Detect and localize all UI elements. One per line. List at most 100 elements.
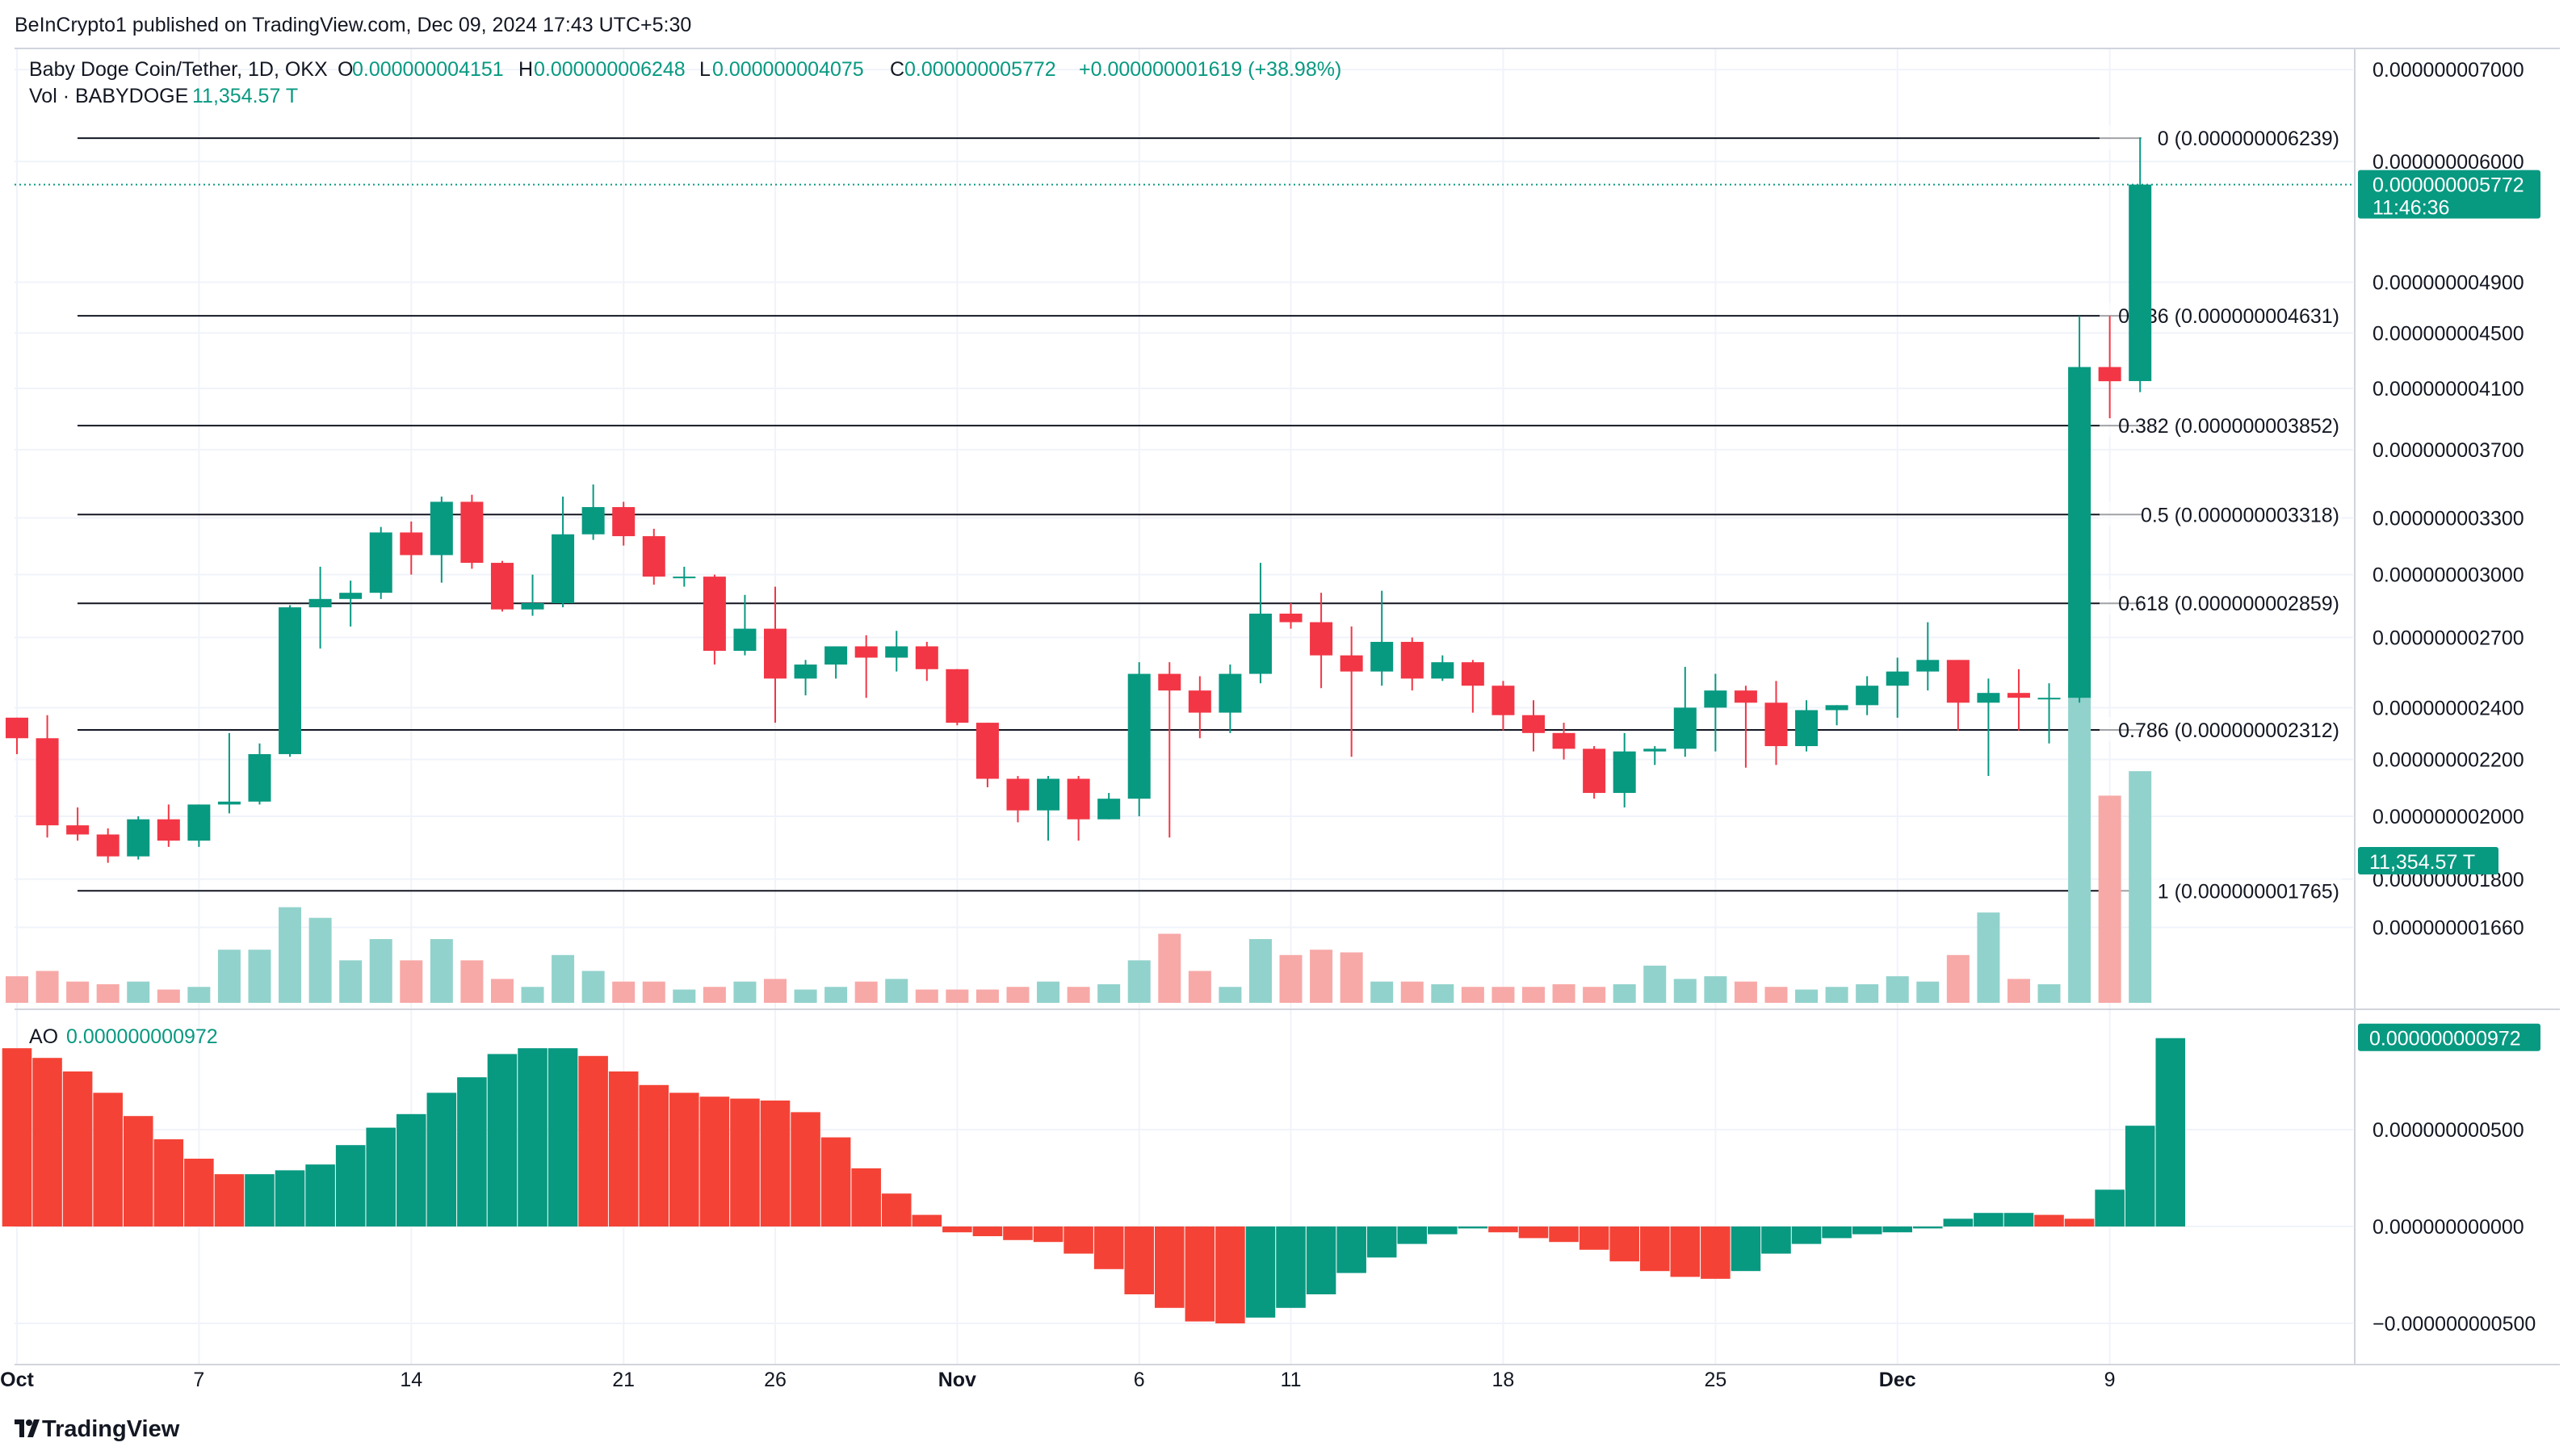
volume-bar — [946, 989, 969, 1003]
candle-body — [703, 577, 726, 652]
fibonacci-retracement[interactable]: 0 (0.000000006239) 0.236 (0.000000004631)… — [78, 125, 2342, 903]
volume-bar — [339, 960, 363, 1003]
ao-bar — [1155, 1226, 1185, 1308]
ohlc-o-value: 0.000000004151 — [352, 58, 504, 81]
ao-bar — [942, 1226, 972, 1233]
ao-bar — [1639, 1226, 1670, 1272]
ao-tick-label: −0.000000000500 — [2373, 1313, 2536, 1335]
volume-bar — [1916, 981, 1940, 1003]
candle-body — [308, 598, 332, 608]
candle-body — [1522, 715, 1545, 733]
candle-body — [127, 819, 150, 857]
candle-body — [248, 753, 271, 802]
ao-bar — [62, 1071, 93, 1226]
candle-body — [2098, 367, 2121, 382]
volume-bar — [1279, 954, 1303, 1003]
time-tick-label: 21 — [612, 1369, 635, 1391]
volume-bar — [794, 989, 817, 1003]
candle-body — [217, 801, 241, 805]
candle-body — [1613, 751, 1636, 794]
ao-bar — [1397, 1226, 1428, 1244]
ao-bar — [578, 1055, 608, 1226]
candle-body — [1370, 641, 1394, 672]
volume-bar — [308, 917, 332, 1003]
volume-bar — [642, 981, 665, 1003]
candle-body — [1795, 710, 1819, 747]
volume-bar — [1370, 981, 1394, 1003]
volume-badge — [2358, 847, 2498, 874]
candle-body — [1158, 673, 1181, 691]
ao-label[interactable]: AO — [29, 1025, 58, 1048]
ao-bar — [791, 1112, 820, 1226]
published-line: BeInCrypto1 published on TradingView.com… — [15, 14, 691, 36]
volume-bar — [673, 989, 696, 1003]
fib-level-label: 1 (0.000000001765) — [2158, 880, 2339, 903]
ao-bar — [1033, 1226, 1064, 1243]
volume-bar — [2098, 795, 2121, 1003]
ao-bar — [1701, 1226, 1731, 1279]
price-tick-label: 0.000000003700 — [2373, 439, 2524, 462]
volume-bar — [1006, 987, 1030, 1003]
fib-label-bg — [2100, 716, 2342, 741]
volume-bar — [612, 981, 636, 1003]
volume-bar — [1340, 952, 1363, 1003]
candle-body — [2129, 184, 2152, 381]
volume-label[interactable]: Vol · BABYDOGE — [29, 85, 188, 107]
ao-bar — [1518, 1226, 1549, 1239]
price-tick-label: 0.000000002200 — [2373, 749, 2524, 772]
ao-bar — [639, 1084, 669, 1226]
brand-name: TradingView — [42, 1416, 180, 1442]
current-price-badge[interactable] — [2358, 170, 2540, 219]
candle-body — [96, 834, 120, 857]
ao-bar — [1974, 1213, 2003, 1226]
candle-body — [673, 577, 696, 579]
ao-bar — [2155, 1038, 2186, 1226]
ao-bar — [518, 1048, 548, 1226]
time-tick-label: Dec — [1879, 1369, 1916, 1391]
price-tick-label: 0.000000003300 — [2373, 507, 2524, 530]
volume-bar — [248, 950, 271, 1003]
candle-body — [66, 825, 90, 835]
volume-bar — [6, 976, 28, 1003]
ao-bar — [2125, 1126, 2155, 1226]
symbol-title[interactable]: Baby Doge Coin/Tether, 1D, OKX — [29, 58, 328, 81]
volume-bar — [1067, 987, 1090, 1003]
candle-body — [1310, 622, 1333, 656]
volume-bar — [1764, 987, 1788, 1003]
price-change: +0.000000001619 (+38.98%) — [1079, 58, 1341, 81]
awesome-oscillator — [2, 1038, 2186, 1323]
volume-bar — [1795, 989, 1819, 1003]
ao-bar — [1336, 1226, 1366, 1273]
candle-body — [1552, 732, 1575, 749]
fib-level-label: 0.618 (0.000000002859) — [2118, 593, 2339, 615]
ohlc-o-label: O — [338, 58, 353, 81]
candle-body — [1067, 778, 1090, 820]
candle-body — [339, 593, 363, 599]
ao-bar — [1093, 1226, 1124, 1269]
candle-body — [1734, 690, 1757, 703]
ao-bar — [153, 1139, 184, 1226]
ao-bar — [912, 1214, 942, 1226]
ao-bar — [1822, 1226, 1852, 1239]
volume-bar — [1127, 960, 1151, 1003]
ao-bar — [335, 1145, 366, 1226]
ao-bar — [2064, 1218, 2095, 1226]
volume-bar — [764, 979, 787, 1003]
candle-body — [885, 646, 908, 658]
fib-level-label: 0.786 (0.000000002312) — [2118, 719, 2339, 742]
candle-body — [1188, 690, 1211, 713]
candle-body — [1825, 705, 1848, 711]
volume-bar — [127, 981, 150, 1003]
ao-bar — [1245, 1226, 1276, 1318]
ao-bar — [1913, 1226, 1943, 1229]
ao-bar — [366, 1127, 396, 1226]
axes — [15, 48, 2560, 1365]
ao-bar — [608, 1071, 639, 1226]
candle-body — [854, 646, 878, 658]
volume-bar — [400, 960, 423, 1003]
ao-tick-label: 0.000000000000 — [2373, 1216, 2524, 1239]
candle-body — [187, 804, 211, 841]
candle-body — [1643, 748, 1667, 752]
candle-body — [1946, 660, 1970, 703]
ao-bar — [1882, 1226, 1912, 1233]
